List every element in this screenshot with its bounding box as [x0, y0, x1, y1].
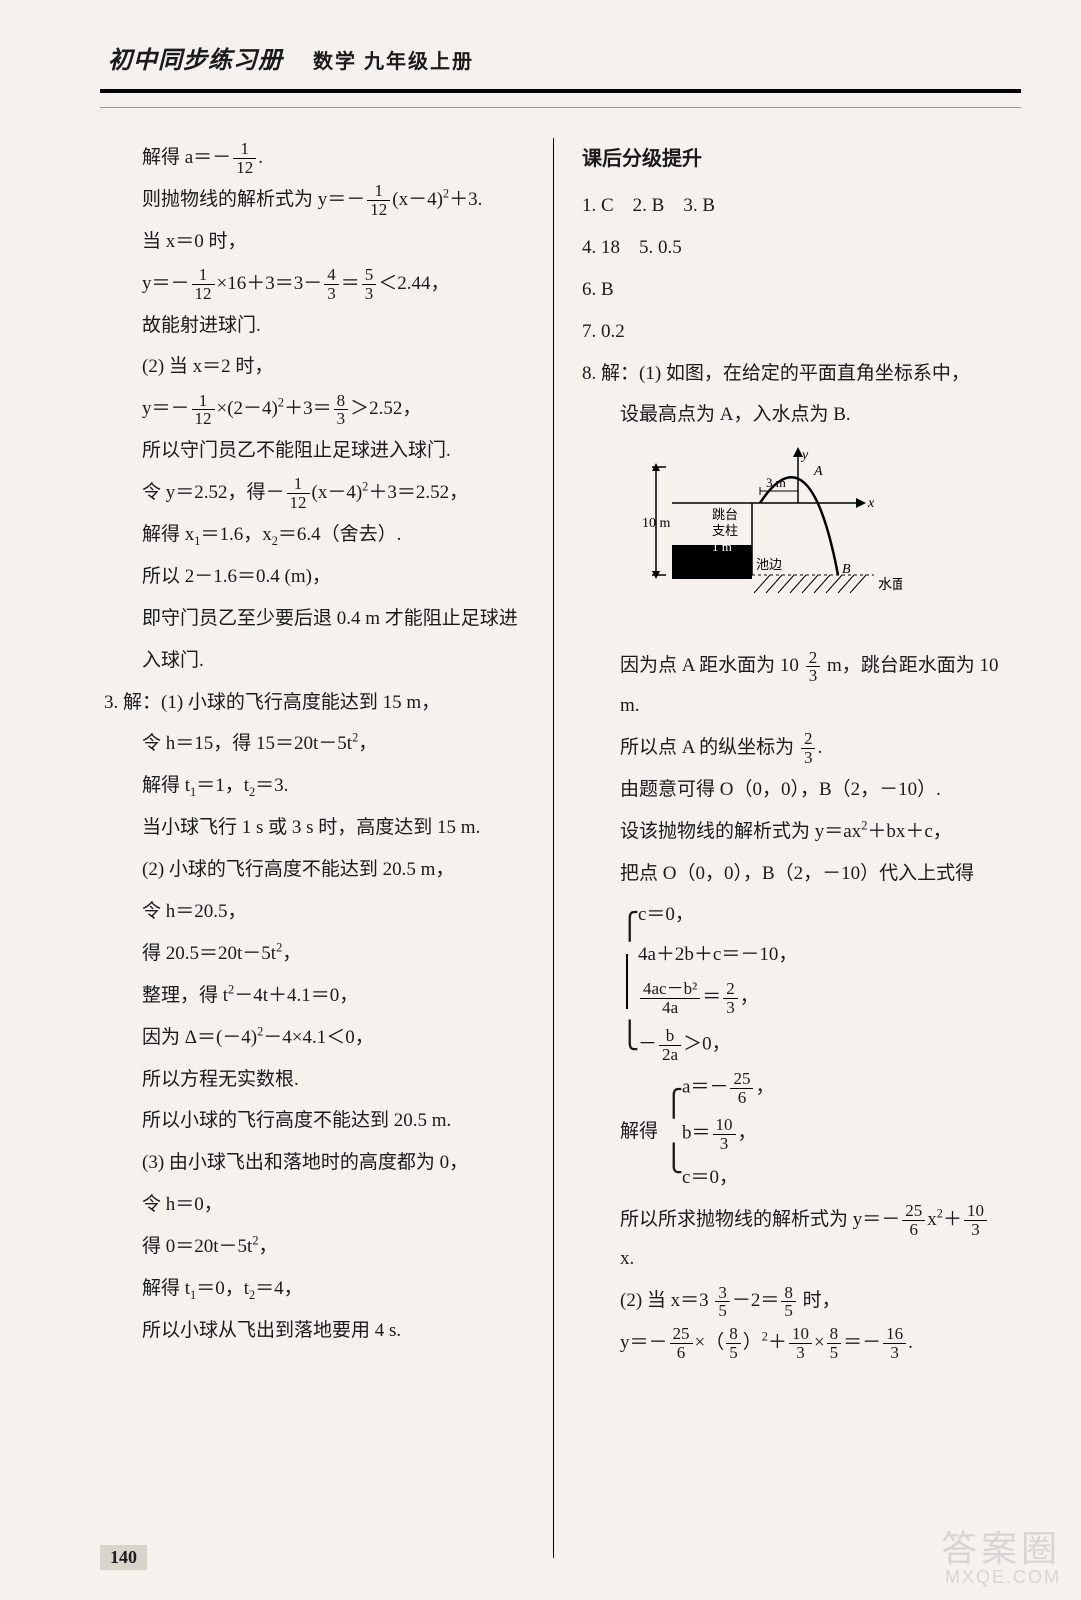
equation-row: 4ac－b²4a＝23，	[638, 980, 797, 1017]
label-x: x	[867, 496, 875, 511]
equation-row: c＝0，	[682, 1163, 774, 1193]
text-line: 4. 18 5. 0.5	[582, 228, 1003, 268]
label-pool: 池边	[756, 557, 782, 572]
text-line: 令 h＝0，	[104, 1185, 525, 1225]
text-line: 解得 t1＝1，t2＝3.	[104, 766, 525, 806]
water-hatch	[752, 575, 874, 593]
text-line: y＝－112×16＋3＝3－43＝53＜2.44，	[104, 264, 525, 304]
text-line: (3) 由小球飞出和落地时的高度都为 0，	[104, 1143, 525, 1183]
answers-block: 1. C 2. B 3. B4. 18 5. 0.56. B7. 0.2	[582, 186, 1003, 352]
watermark-line1: 答案圈	[941, 1528, 1061, 1569]
label-water: 水面	[878, 577, 902, 593]
text-line: 所以小球的飞行高度不能达到 20.5 m.	[104, 1101, 525, 1141]
text-line: 所以守门员乙不能阻止足球进入球门.	[104, 431, 525, 471]
text-line: 当 x＝0 时，	[104, 222, 525, 262]
text-line: 整理，得 t2－4t＋4.1＝0，	[104, 976, 525, 1016]
equation-row: c＝0，	[638, 900, 797, 930]
solve-label: 解得	[620, 1112, 658, 1152]
label-1m: 1 m	[712, 539, 732, 554]
text-line: (2) 当 x＝3 35－2＝85 时，	[582, 1281, 1003, 1321]
equation-system-1: c＝0， 4a＋2b＋c＝－10， 4ac－b²4a＝23， －b2a＞0，	[620, 900, 1003, 1064]
equation-system-2: 解得 a＝－256， b＝103， c＝0，	[620, 1070, 1003, 1194]
text-line: y＝－256×（85）2＋103×85＝－163.	[582, 1323, 1003, 1363]
label-tower: 跳台	[712, 507, 738, 522]
text-line: 把点 O（0，0），B（2，－10）代入上式得	[582, 854, 1003, 894]
text-line: 得 20.5＝20t－5t2，	[104, 934, 525, 974]
text-line: 当小球飞行 1 s 或 3 s 时，高度达到 15 m.	[104, 808, 525, 848]
watermark-line2: MXQE.COM	[941, 1568, 1061, 1588]
label-B: B	[842, 562, 851, 577]
text-line: 令 h＝15，得 15＝20t－5t2，	[104, 724, 525, 764]
q8-intro-1: 8. 解：(1) 如图，在给定的平面直角坐标系中，	[582, 354, 1003, 394]
text-line: 设该抛物线的解析式为 y＝ax2＋bx＋c，	[582, 812, 1003, 852]
page-header: 初中同步练习册 数学 九年级上册	[100, 40, 1021, 75]
text-line: 令 h＝20.5，	[104, 892, 525, 932]
equation-row: b＝103，	[682, 1116, 774, 1153]
text-line: 解得 x1＝1.6，x2＝6.4（舍去）.	[104, 515, 525, 555]
text-line: 即守门员乙至少要后退 0.4 m 才能阻止足球进	[104, 599, 525, 639]
text-line: 所以 2－1.6＝0.4 (m)，	[104, 557, 525, 597]
watermark: 答案圈 MXQE.COM	[941, 1529, 1061, 1588]
text-line: 所以小球从飞出到落地要用 4 s.	[104, 1311, 525, 1351]
right-column: 课后分级提升 1. C 2. B 3. B4. 18 5. 0.56. B7. …	[554, 138, 1021, 1558]
equation-row: a＝－256，	[682, 1070, 774, 1107]
left-column: 解得 a＝－112.则抛物线的解析式为 y＝－112(x－4)2＋3.当 x＝0…	[100, 138, 554, 1558]
label-10m: 10 m	[642, 516, 671, 531]
text-line: 所以点 A 的纵坐标为 23.	[582, 728, 1003, 768]
header-subrule	[100, 107, 1021, 108]
text-line: 因为点 A 距水面为 10 23 m，跳台距水面为 10 m.	[582, 646, 1003, 726]
brace-icon	[664, 1077, 678, 1186]
label-y: y	[800, 448, 809, 463]
text-line: 3. 解：(1) 小球的飞行高度能达到 15 m，	[104, 683, 525, 723]
text-line: 6. B	[582, 270, 1003, 310]
text-line: 得 0＝20t－5t2，	[104, 1227, 525, 1267]
text-line: 7. 0.2	[582, 312, 1003, 352]
text-line: 解得 t1＝0，t2＝4，	[104, 1269, 525, 1309]
book-title: 初中同步练习册	[108, 40, 283, 75]
text-line: y＝－112×(2－4)2＋3＝83＞2.52，	[104, 389, 525, 429]
q8-tail: 所以所求抛物线的解析式为 y＝－256x2＋103x.(2) 当 x＝3 35－…	[582, 1200, 1003, 1364]
text-line: 所以方程无实数根.	[104, 1060, 525, 1100]
brace-icon	[620, 900, 634, 1064]
equation-row: －b2a＞0，	[638, 1027, 797, 1064]
book-subtitle: 数学 九年级上册	[313, 45, 474, 74]
text-line: 入球门.	[104, 641, 525, 681]
section-heading: 课后分级提升	[582, 138, 1003, 180]
diving-diagram: 10 m 水面	[642, 447, 902, 617]
label-pillar: 支柱	[712, 523, 738, 538]
text-line: 解得 a＝－112.	[104, 138, 525, 178]
columns: 解得 a＝－112.则抛物线的解析式为 y＝－112(x－4)2＋3.当 x＝0…	[100, 138, 1021, 1558]
text-line: 故能射进球门.	[104, 306, 525, 346]
q8-intro-2: 设最高点为 A，入水点为 B.	[582, 395, 1003, 435]
text-line: 所以所求抛物线的解析式为 y＝－256x2＋103x.	[582, 1200, 1003, 1280]
label-A: A	[813, 464, 823, 479]
header-rule	[100, 89, 1021, 93]
page-number: 140	[100, 1545, 147, 1570]
equation-row: 4a＋2b＋c＝－10，	[638, 940, 797, 970]
q8-body: 因为点 A 距水面为 10 23 m，跳台距水面为 10 m.所以点 A 的纵坐…	[582, 646, 1003, 893]
text-line: 1. C 2. B 3. B	[582, 186, 1003, 226]
text-line: 因为 Δ＝(－4)2－4×4.1＜0，	[104, 1018, 525, 1058]
text-line: 则抛物线的解析式为 y＝－112(x－4)2＋3.	[104, 180, 525, 220]
text-line: (2) 小球的飞行高度不能达到 20.5 m，	[104, 850, 525, 890]
text-line: 由题意可得 O（0，0），B（2，－10）.	[582, 770, 1003, 810]
page: 初中同步练习册 数学 九年级上册 解得 a＝－112.则抛物线的解析式为 y＝－…	[0, 0, 1081, 1600]
text-line: 令 y＝2.52，得－112(x－4)2＋3＝2.52，	[104, 473, 525, 513]
text-line: (2) 当 x＝2 时，	[104, 347, 525, 387]
